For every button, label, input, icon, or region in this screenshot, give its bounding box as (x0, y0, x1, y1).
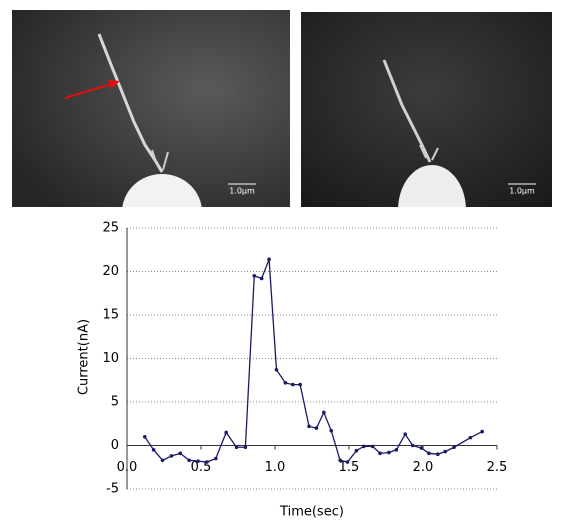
x-tick-label: 0.5 (191, 460, 212, 475)
data-line (144, 259, 483, 463)
scale-bar-label: 1.0μm (509, 187, 535, 196)
data-point (142, 435, 147, 439)
y-tick-label: 20 (102, 264, 119, 279)
data-point (224, 430, 228, 435)
data-point (196, 459, 200, 463)
x-tick-label: 1.5 (339, 460, 360, 475)
data-point (252, 274, 257, 278)
x-tick-label: 2.0 (413, 460, 434, 475)
sem-image: 1.0μm (301, 12, 552, 207)
data-point (480, 429, 485, 434)
y-tick-label: 0 (111, 438, 119, 453)
data-point (298, 382, 302, 387)
y-tick-label: 5 (111, 395, 119, 410)
data-point (394, 448, 399, 452)
y-tick-label: 10 (102, 351, 119, 366)
data-point (187, 458, 191, 463)
data-point (290, 382, 295, 387)
data-point (205, 460, 209, 464)
y-tick-label: 15 (102, 308, 119, 323)
data-point (307, 424, 311, 429)
data-point (322, 410, 326, 415)
data-point (283, 381, 288, 385)
data-point (468, 435, 473, 440)
data-point (436, 452, 440, 457)
data-point (243, 445, 248, 450)
data-point (338, 458, 342, 463)
data-point (452, 445, 456, 450)
x-axis-label: Time(sec) (279, 505, 344, 520)
data-point (259, 276, 264, 281)
data-point (169, 454, 174, 458)
data-point (403, 432, 408, 436)
data-point (370, 444, 375, 449)
data-point (329, 428, 334, 433)
data-point (378, 451, 382, 456)
x-tick-label: 1.0 (265, 460, 286, 475)
data-point (178, 451, 183, 456)
data-point (419, 446, 424, 450)
data-point (427, 451, 431, 456)
data-point (443, 449, 448, 454)
y-axis-label: Current(nA) (77, 319, 92, 395)
data-point (387, 450, 391, 455)
data-point (274, 368, 279, 372)
data-point (354, 448, 359, 453)
data-point (234, 445, 239, 450)
y-tick-label: 25 (102, 221, 119, 236)
data-point (410, 443, 415, 448)
data-point (151, 448, 156, 452)
data-point (362, 444, 366, 449)
data-point (160, 458, 165, 463)
y-tick-label: -5 (106, 482, 119, 497)
data-point (314, 426, 319, 430)
x-tick-label: 0.0 (117, 460, 138, 475)
data-point (214, 456, 218, 461)
scale-bar-label: 1.0μm (229, 187, 255, 196)
data-point (345, 460, 350, 464)
data-point (267, 257, 271, 262)
x-tick-label: 2.5 (487, 460, 508, 475)
sem-image: 1.0μm (12, 10, 290, 207)
